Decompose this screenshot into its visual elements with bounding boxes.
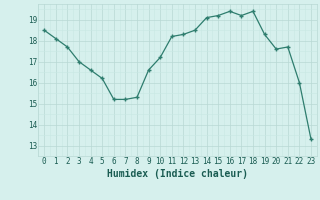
X-axis label: Humidex (Indice chaleur): Humidex (Indice chaleur) [107, 169, 248, 179]
